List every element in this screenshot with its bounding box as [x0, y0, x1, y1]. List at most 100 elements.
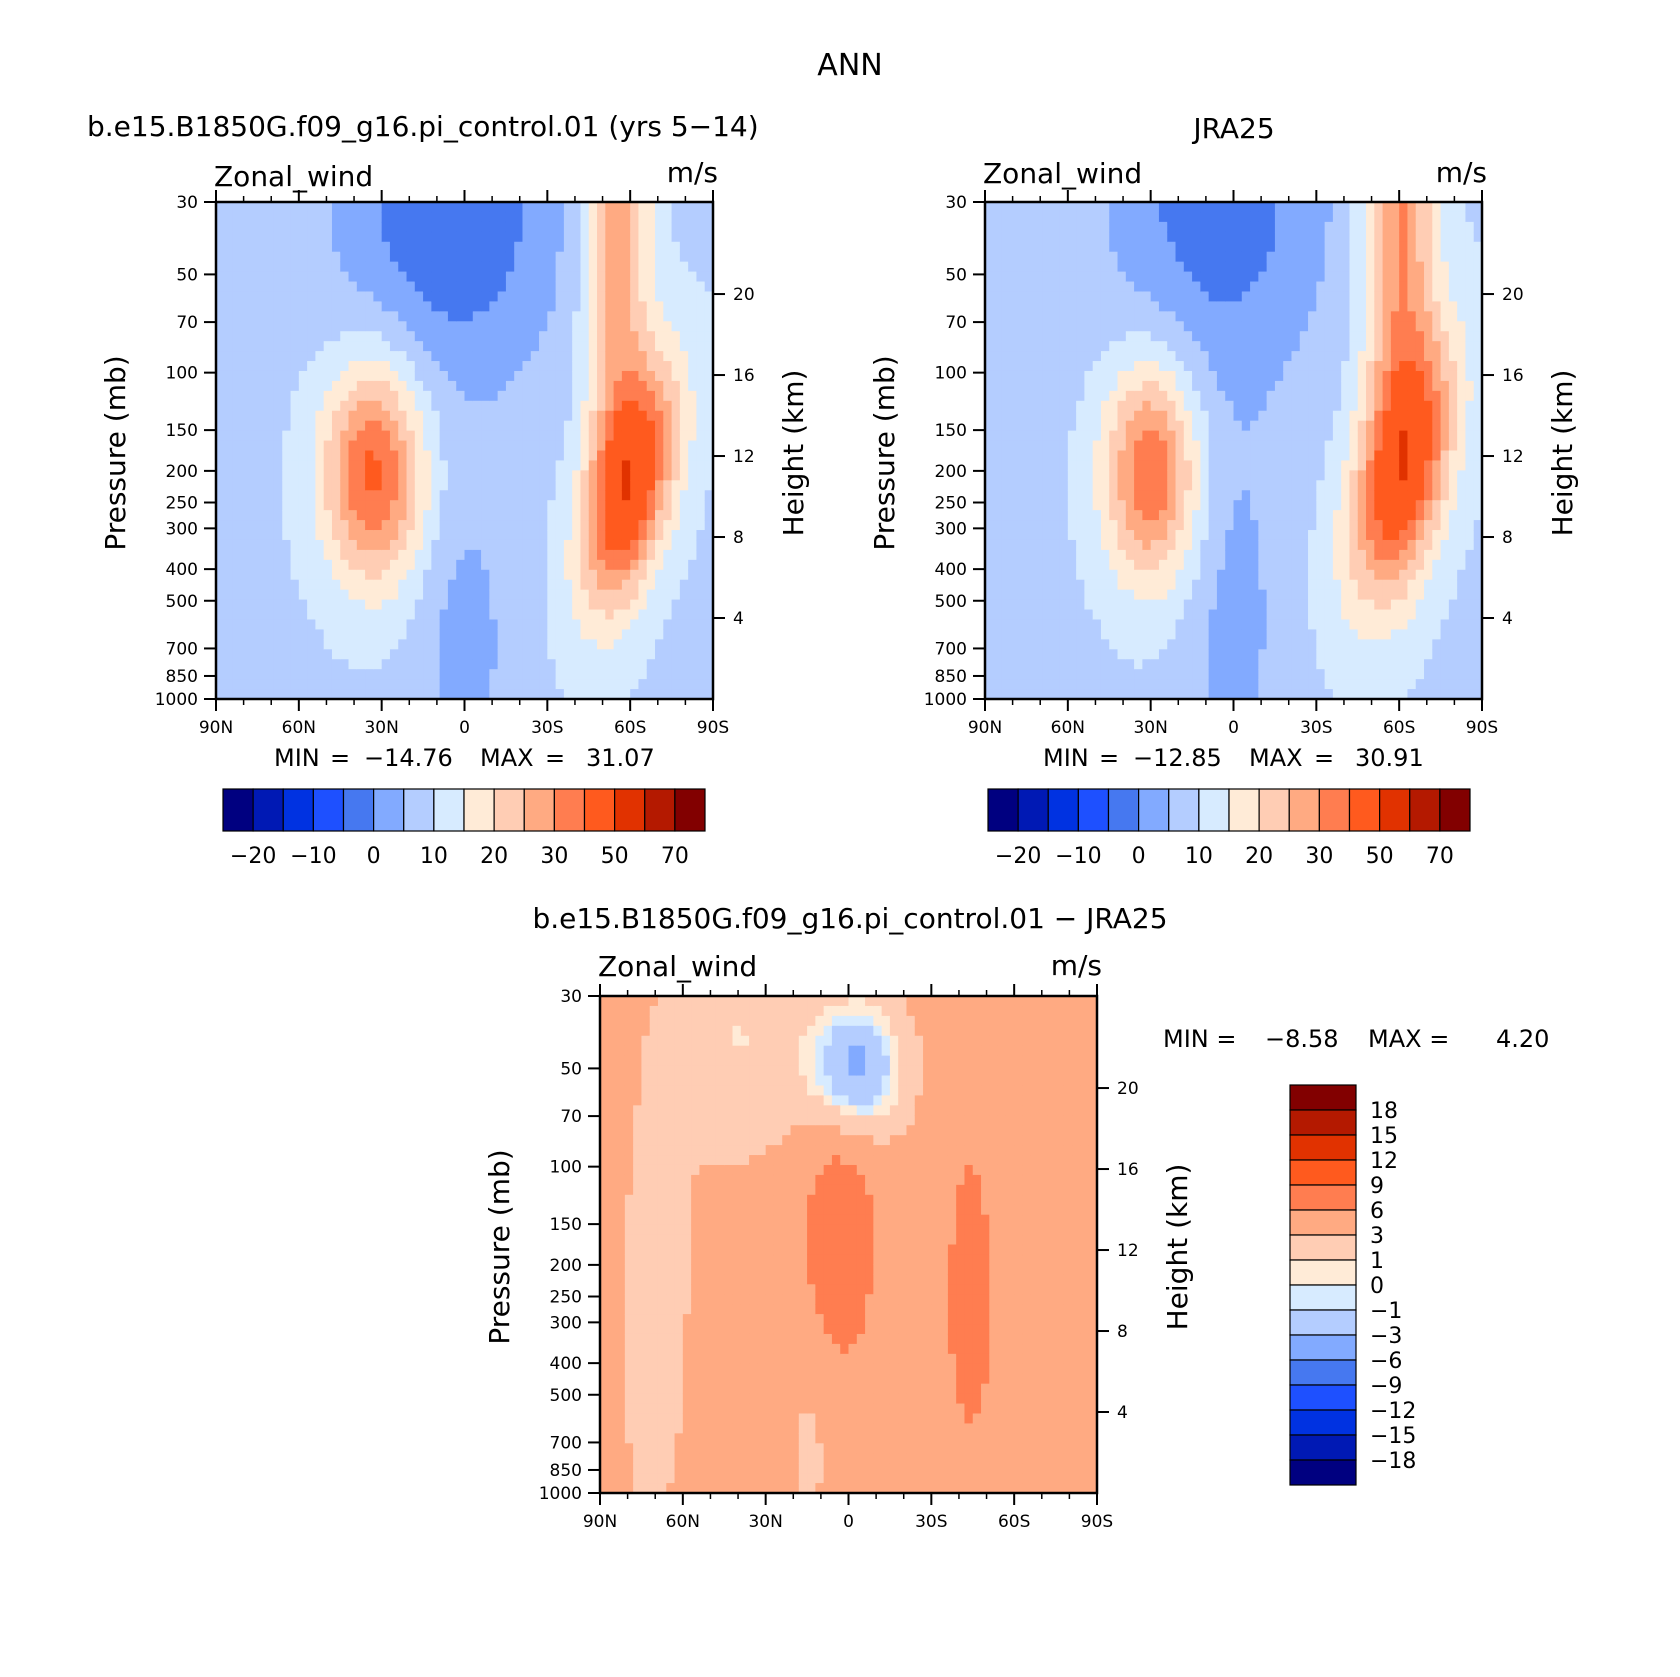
contour-cell	[307, 619, 316, 631]
contour-cell	[547, 390, 557, 402]
contour-cell	[1192, 400, 1201, 412]
contour-cell	[373, 430, 383, 442]
contour-cell	[1192, 410, 1201, 422]
contour-cell	[580, 202, 590, 213]
contour-cell	[447, 659, 457, 670]
contour-cell	[679, 211, 689, 223]
contour-cell	[1192, 301, 1201, 312]
contour-cell	[1001, 331, 1011, 342]
contour-cell	[398, 430, 408, 442]
contour-cell	[688, 231, 698, 243]
contour-cell	[1167, 490, 1177, 501]
contour-cell	[696, 639, 706, 650]
contour-cell	[414, 470, 424, 481]
contour-cell	[1283, 400, 1293, 412]
contour-cell	[1009, 450, 1019, 462]
contour-cell	[1192, 480, 1201, 491]
contour-cell	[489, 420, 499, 432]
contour-cell	[1009, 559, 1019, 571]
contour-cell	[414, 430, 424, 442]
contour-cell	[563, 390, 573, 402]
contour-cell	[249, 281, 259, 293]
contour-cell	[522, 619, 532, 631]
contour-cell	[1109, 579, 1119, 591]
contour-cell	[580, 231, 590, 243]
contour-cell	[331, 450, 341, 462]
contour-cell	[696, 390, 706, 402]
contour-cell	[588, 639, 598, 650]
contour-cell	[1018, 261, 1028, 273]
contour-cell	[655, 629, 664, 640]
contour-cell	[323, 291, 333, 302]
contour-cell	[1258, 649, 1268, 660]
contour-cell	[307, 520, 316, 531]
contour-cell	[547, 689, 557, 699]
contour-cell	[431, 370, 441, 382]
contour-cell	[638, 639, 648, 650]
contour-cell	[249, 649, 259, 660]
contour-cell	[307, 400, 316, 412]
contour-cell	[340, 599, 350, 611]
contour-cell	[1216, 351, 1226, 362]
contour-cell	[373, 460, 383, 471]
contour-cell	[522, 271, 532, 283]
contour-cell	[679, 440, 689, 452]
contour-cell	[406, 301, 416, 312]
contour-cell	[323, 380, 333, 392]
contour-cell	[431, 659, 441, 670]
contour-cell	[497, 589, 507, 601]
contour-cell	[646, 281, 656, 293]
contour-cell	[1150, 609, 1160, 621]
contour-cell	[414, 231, 424, 243]
contour-cell	[522, 549, 532, 561]
contour-cell	[1216, 639, 1226, 650]
contour-cell	[1059, 539, 1069, 551]
contour-cell	[1274, 241, 1284, 253]
contour-cell	[282, 221, 292, 233]
contour-cell	[340, 211, 350, 223]
contour-cell	[1175, 619, 1185, 631]
contour-cell	[365, 301, 374, 312]
contour-cell	[1026, 390, 1036, 402]
contour-cell	[1051, 490, 1061, 501]
contour-cell	[1034, 301, 1044, 312]
contour-cell	[613, 659, 623, 670]
contour-cell	[1026, 281, 1036, 293]
contour-cell	[356, 599, 366, 611]
contour-cell	[514, 629, 524, 640]
contour-cell	[257, 202, 267, 213]
contour-cell	[414, 301, 424, 312]
contour-cell	[497, 679, 507, 690]
contour-cell	[1009, 530, 1019, 541]
contour-cell	[572, 549, 582, 561]
contour-cell	[505, 530, 515, 541]
contour-cell	[249, 579, 259, 591]
contour-cell	[1100, 629, 1110, 640]
contour-cell	[232, 380, 242, 392]
contour-cell	[563, 520, 573, 531]
contour-cell	[315, 361, 325, 372]
contour-cell	[688, 281, 698, 293]
contour-cell	[1051, 390, 1061, 402]
contour-cell	[539, 291, 548, 302]
contour-cell	[580, 510, 590, 521]
contour-cell	[365, 231, 374, 243]
contour-cell	[655, 331, 664, 342]
contour-cell	[1026, 331, 1036, 342]
panel-model-ylabel-right: Height (km)	[777, 370, 810, 537]
contour-cell	[1125, 460, 1135, 471]
contour-cell	[1175, 689, 1185, 699]
contour-cell	[1100, 221, 1110, 233]
contour-cell	[398, 549, 408, 561]
contour-cell	[1067, 490, 1077, 501]
contour-cell	[406, 520, 416, 531]
contour-cell	[1051, 589, 1061, 601]
contour-cell	[993, 311, 1003, 322]
contour-cell	[1001, 440, 1011, 452]
contour-cell	[514, 331, 524, 342]
contour-cell	[398, 251, 408, 263]
contour-cell	[464, 430, 474, 442]
contour-cell	[1258, 221, 1268, 233]
contour-cell	[646, 321, 656, 332]
contour-cell	[1258, 619, 1268, 631]
